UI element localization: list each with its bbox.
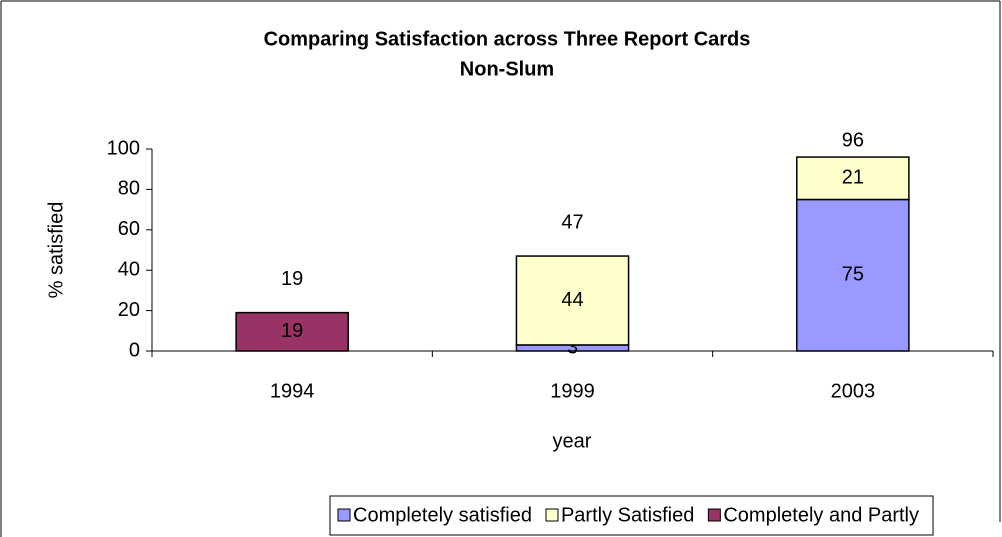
legend-label: Partly Satisfied (561, 504, 694, 526)
data-label: 19 (281, 320, 303, 342)
legend-swatch (707, 508, 721, 522)
y-tick-label: 40 (118, 258, 140, 280)
y-tick-label: 100 (107, 137, 140, 159)
x-tick-label: 2003 (831, 380, 876, 402)
x-tick-label: 1994 (270, 380, 315, 402)
total-label: 19 (281, 268, 303, 290)
y-tick-label: 20 (118, 299, 140, 321)
bar-segment (235, 311, 349, 352)
data-label: 75 (842, 264, 864, 286)
y-tick-label: 80 (118, 178, 140, 200)
data-label: 44 (561, 289, 583, 311)
legend (329, 495, 934, 536)
y-axis-label: % satisfied (45, 202, 67, 299)
chart-title: Comparing Satisfaction across Three Repo… (264, 28, 751, 50)
total-label: 47 (561, 211, 583, 233)
legend-label: Completely satisfied (353, 504, 532, 526)
bar-segment (796, 156, 910, 201)
data-label: 3 (567, 336, 578, 358)
chart-subtitle: Non-Slum (460, 58, 554, 80)
legend-label: Completely and Partly (723, 504, 919, 526)
x-tick-label: 1999 (550, 380, 595, 402)
x-axis-label: year (553, 430, 592, 452)
legend-swatch (337, 508, 351, 522)
data-label: 21 (842, 167, 864, 189)
total-label: 96 (842, 129, 864, 151)
y-tick-label: 0 (129, 339, 140, 361)
bar-segment (796, 198, 910, 352)
y-tick-label: 60 (118, 218, 140, 240)
legend-swatch (545, 508, 559, 522)
bar-segment (515, 255, 630, 346)
